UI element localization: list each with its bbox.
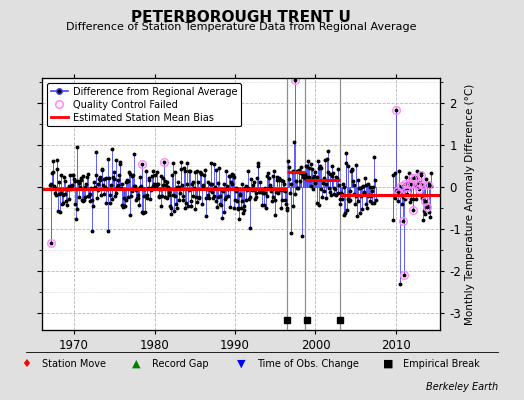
Text: Station Move: Station Move bbox=[42, 359, 106, 369]
Text: ♦: ♦ bbox=[21, 359, 31, 369]
Text: Difference of Station Temperature Data from Regional Average: Difference of Station Temperature Data f… bbox=[66, 22, 416, 32]
Legend: Difference from Regional Average, Quality Control Failed, Estimated Station Mean: Difference from Regional Average, Qualit… bbox=[47, 83, 242, 126]
Text: Time of Obs. Change: Time of Obs. Change bbox=[257, 359, 358, 369]
Text: Empirical Break: Empirical Break bbox=[403, 359, 480, 369]
Text: ▼: ▼ bbox=[237, 359, 245, 369]
Text: ▲: ▲ bbox=[132, 359, 140, 369]
Text: Record Gap: Record Gap bbox=[152, 359, 209, 369]
Text: PETERBOROUGH TRENT U: PETERBOROUGH TRENT U bbox=[131, 10, 351, 25]
Text: Berkeley Earth: Berkeley Earth bbox=[425, 382, 498, 392]
Text: ■: ■ bbox=[383, 359, 393, 369]
Y-axis label: Monthly Temperature Anomaly Difference (°C): Monthly Temperature Anomaly Difference (… bbox=[465, 83, 475, 325]
